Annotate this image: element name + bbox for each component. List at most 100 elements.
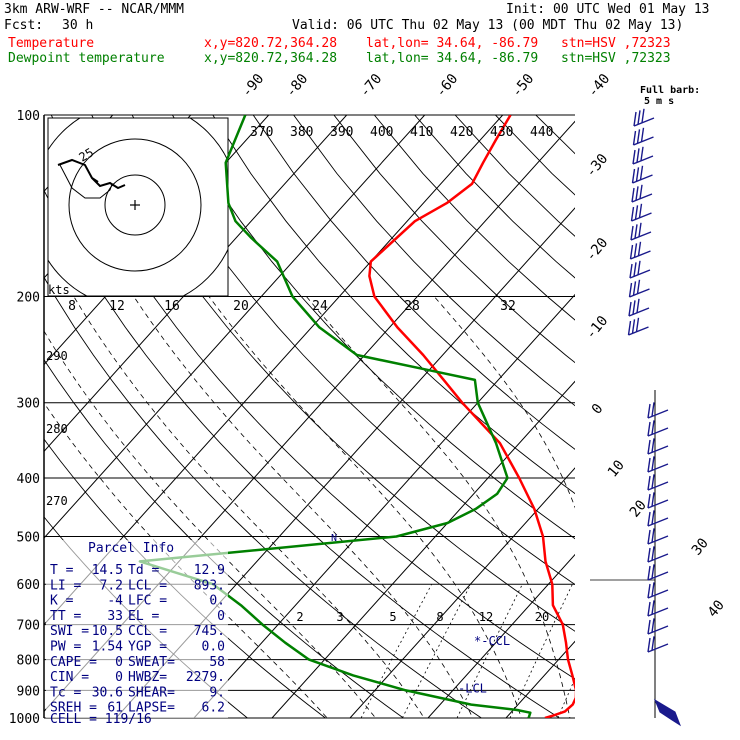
hodograph-trace-outline [59,164,113,199]
theta-e-label: 400 [370,125,393,140]
theta-e-label: 390 [330,125,353,140]
isotherm-label: -80 [283,71,312,101]
hodograph-ring [68,138,202,272]
hodograph-rings [48,118,228,296]
wind-barb-lower [647,409,669,419]
wind-barb-upper-flag [635,167,640,182]
wind-barb-upper-flag [632,130,637,146]
wind-barb-lower-flag [647,457,651,473]
parcel-field-label: HWBZ= [128,670,167,685]
wind-barb-upper [630,250,651,260]
wind-barb-upper-flag [636,129,641,144]
parcel-field-value: 58 [209,655,225,670]
parcel-field-value: 0 [115,670,123,685]
hodograph-ring [104,174,166,236]
isotherm-line [44,115,426,539]
dry-adiabat-line [252,115,575,450]
mixing-ratio-line [456,584,523,718]
wind-barb-lower-flag [647,565,651,581]
wind-barb-lower-flag [651,564,655,579]
wind-barb-lower [647,535,669,545]
wind-barb-upper-flag [637,260,641,275]
dry-adiabat-line [91,115,575,632]
wind-barb-lower-flag [651,582,655,597]
pressure-tick-label: 1000 [9,712,40,727]
wind-barb-upper-flag [637,241,642,256]
mixing-ratio-label: 8 [436,610,443,624]
moist-adiabat-line [133,296,474,718]
dry-adiabat-line [373,115,575,321]
wind-barb-lower-flag [647,637,651,653]
wind-barb-upper-flag [639,165,644,180]
moist-adiabat-line [73,296,425,718]
parcel-field-value: 1.54 [92,640,123,655]
pressure-tick-label: 600 [17,578,40,593]
wind-barb-lower-flag [651,456,655,471]
dry-adiabat-line [131,115,575,586]
parcel-field-label: LFC = [128,594,167,609]
isotherm-label: -40 [585,71,614,101]
wind-barb-upper-flag [641,108,645,123]
model-title: 3km ARW-WRF -- NCAR/MMM [4,2,185,17]
barb-key-units: 5 m s [644,96,674,107]
pressure-tick-label: 500 [17,530,40,545]
wind-barb-lower [647,643,669,653]
wind-barb-lower [647,427,669,437]
theta-e-label: 430 [490,125,513,140]
pressure-tick-label: 400 [17,472,40,487]
moist-adiabat-line [208,296,522,718]
wind-barb-upper-flag [636,279,641,294]
isotherm-line [505,640,575,718]
parcel-field-value: 745. [194,624,225,639]
hodograph-units-label: kts [48,283,70,297]
parcel-field-value: 30.6 [92,685,123,700]
wind-barb-upper-flag [635,186,639,201]
isotherm-line [584,115,740,718]
mixing-ratio-label: 3 [336,610,343,624]
parcel-field-value: 0 [115,655,123,670]
parcel-field-label: TT = [50,609,81,624]
parcel-field-label: T = [50,563,74,578]
moist-adiabat-line [433,296,575,509]
parcel-cell-value: CELL = 119/16 [50,712,152,727]
mixing-ratio-line [509,584,573,718]
wind-barb-upper [632,155,654,165]
parcel-field-value: 0. [209,594,225,609]
hodograph-speed-label: 28 [404,299,420,314]
dry-adiabat-line [333,115,575,364]
wind-barb-lower-flag [651,438,655,453]
isotherm-line [44,115,348,453]
isotherm-label: 30 [689,535,712,558]
parcel-field-value: 0.0 [202,640,225,655]
wind-barb-upper-flag [640,127,645,142]
isotherm-label: -90 [239,71,268,101]
wind-barb-lower [647,589,669,599]
isotherm-line [427,553,575,718]
wind-barb-upper-flag [629,263,633,279]
parcel-field-value: 2279. [186,670,225,685]
dewpoint-xy: x,y=820.72,364.28 [204,51,338,66]
wind-barb-upper [628,307,650,317]
wind-barb-upper [628,326,649,336]
wind-barb-upper [630,231,652,241]
parcel-field-label: CIN = [50,670,89,685]
wind-barb-upper-flag [632,149,636,165]
wind-barb-upper-flag [628,301,632,317]
parcel-field-label: Td = [128,563,159,578]
mixing-ratio-label: 20 [535,610,549,624]
dry-adiabat-line [50,115,575,680]
parcel-field-value: 12.9 [194,563,225,578]
dry-adiabat-line [617,115,740,718]
isotherm-label: -30 [583,151,612,181]
wind-barb-lower-flag [647,583,651,599]
dewpoint-legend-label: Dewpoint temperature [8,51,165,66]
isotherm-label: -10 [583,313,612,343]
parcel-level-marker: *-CCL [474,634,510,648]
wind-barb-upper-flag [631,319,636,334]
dry-adiabat-line [697,115,740,718]
wind-barb-upper [629,288,650,298]
isotherm-label: 0 [589,401,607,418]
cross-marker: N [331,533,337,544]
pressure-tick-label: 300 [17,397,40,412]
